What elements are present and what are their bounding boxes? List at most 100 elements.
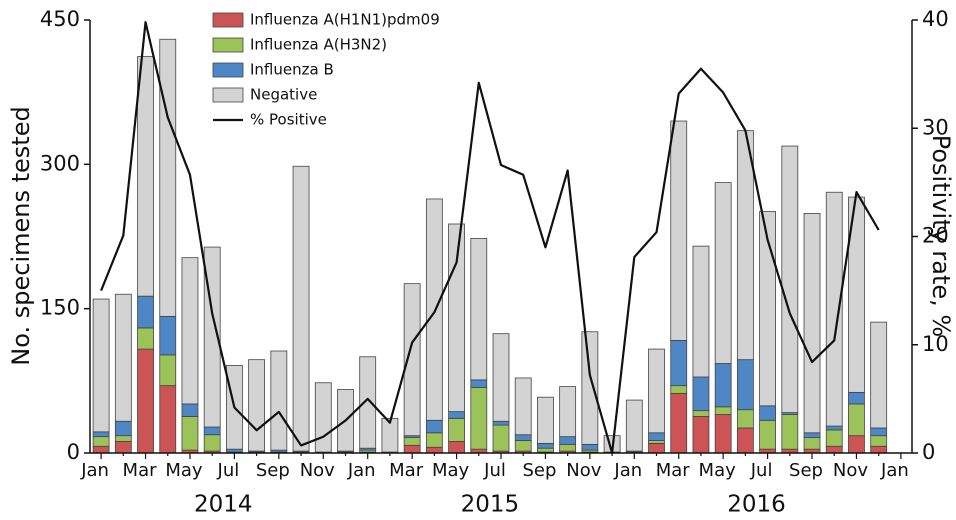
bar-segment (781, 414, 799, 450)
bar-segment (137, 327, 154, 350)
bar-segment (692, 410, 710, 417)
bar-segment (270, 350, 288, 451)
legend-label: Negative (250, 86, 317, 104)
bar-segment (492, 424, 510, 452)
x-tick-label: Jan (880, 460, 909, 481)
bar-segment (514, 440, 532, 452)
year-label: 2015 (461, 492, 520, 518)
year-label: 2016 (727, 492, 786, 518)
bar-segment (403, 444, 421, 454)
bar-segment (403, 283, 421, 437)
legend-swatch (212, 87, 244, 103)
bar-segment (581, 331, 599, 445)
x-tick-label: Nov (566, 460, 601, 481)
bar-segment (448, 441, 465, 454)
bar-segment (870, 321, 888, 429)
bar-segment (825, 445, 843, 454)
bar-segment (692, 416, 710, 454)
x-tick-label: Jan (347, 460, 376, 481)
legend-label: Influenza A(H1N1)pdm09 (250, 11, 440, 29)
bar-segment (648, 348, 665, 434)
x-tick-label: Sep (789, 460, 823, 481)
bar-segment (537, 396, 554, 444)
bar-segment (670, 392, 688, 454)
bar-segment (670, 385, 688, 394)
bar-segment (492, 333, 510, 422)
x-tick-label: Sep (256, 460, 290, 481)
y2-tick-label: 20 (922, 224, 949, 248)
bar-segment (425, 446, 443, 454)
legend-swatch (212, 62, 244, 78)
bar-segment (692, 245, 710, 378)
y-axis-title: No. specimens tested (7, 106, 35, 365)
bar-segment (736, 409, 754, 429)
bar-segment (159, 315, 177, 356)
legend-swatch (212, 37, 244, 53)
bar-segment (759, 405, 776, 421)
legend-label: Influenza B (250, 61, 334, 79)
bar-segment (781, 145, 799, 413)
bar-segment (470, 387, 488, 450)
bar-segment (159, 385, 177, 454)
bar-segment (92, 445, 110, 454)
x-tick-label: Sep (522, 460, 556, 481)
bar-segment (403, 437, 421, 446)
bar-segment (825, 191, 843, 427)
bar-segment (714, 414, 732, 454)
bar-segment (670, 120, 688, 341)
bar-segment (736, 359, 754, 411)
bar-segment (736, 130, 754, 361)
bar-segment (181, 416, 199, 451)
bar-segment (114, 435, 132, 442)
bar-segment (137, 56, 154, 297)
x-tick-label: Mar (656, 460, 691, 481)
bar-segment (870, 435, 888, 447)
x-tick-label: Jan (80, 460, 109, 481)
bar-segment (226, 448, 243, 453)
bar-segment (181, 257, 199, 405)
bar-segment (448, 411, 465, 419)
bar-segment (559, 436, 577, 445)
x-tick-label: Jan (613, 460, 642, 481)
bar-segment (648, 432, 665, 441)
bar-segment (848, 403, 865, 437)
x-tick-label: Mar (389, 460, 424, 481)
x-tick-label: Nov (833, 460, 868, 481)
bar-segment (803, 432, 821, 439)
bar-segment (537, 447, 554, 453)
bar-segment (825, 425, 843, 431)
bar-segment (514, 377, 532, 436)
y-tick-label: 300 (40, 151, 80, 175)
bar-segment (537, 442, 554, 449)
x-tick-label: May (699, 460, 737, 481)
legend-swatch (212, 12, 244, 28)
y2-tick-label: 30 (922, 115, 949, 139)
bar-segment (848, 391, 865, 405)
bar-segment (425, 419, 443, 434)
bar-segment (159, 38, 177, 317)
bar-segment (559, 386, 577, 438)
x-tick-label: May (165, 460, 203, 481)
bar-segment (137, 348, 154, 454)
y-tick-label: 450 (40, 7, 80, 31)
bar-segment (670, 340, 688, 387)
bar-segment (292, 165, 310, 452)
bar-segment (381, 417, 399, 453)
bar-segment (736, 427, 754, 454)
bar-segment (137, 295, 154, 329)
bar-segment (803, 437, 821, 450)
x-tick-label: Jul (217, 460, 240, 481)
bar-segment (470, 379, 488, 388)
bar-segment (492, 420, 510, 426)
y2-tick-label: 0 (922, 440, 935, 464)
bar-segment (92, 298, 110, 433)
bar-segment (203, 434, 221, 452)
bar-segment (181, 403, 199, 417)
bar-segment (803, 213, 821, 434)
bar-segment (759, 419, 776, 450)
x-tick-label: Nov (300, 460, 335, 481)
legend-label: Influenza A(H3N2) (250, 36, 387, 54)
bar-segment (581, 443, 599, 451)
y2-tick-label: 10 (922, 332, 949, 356)
bar-segment (714, 182, 732, 364)
